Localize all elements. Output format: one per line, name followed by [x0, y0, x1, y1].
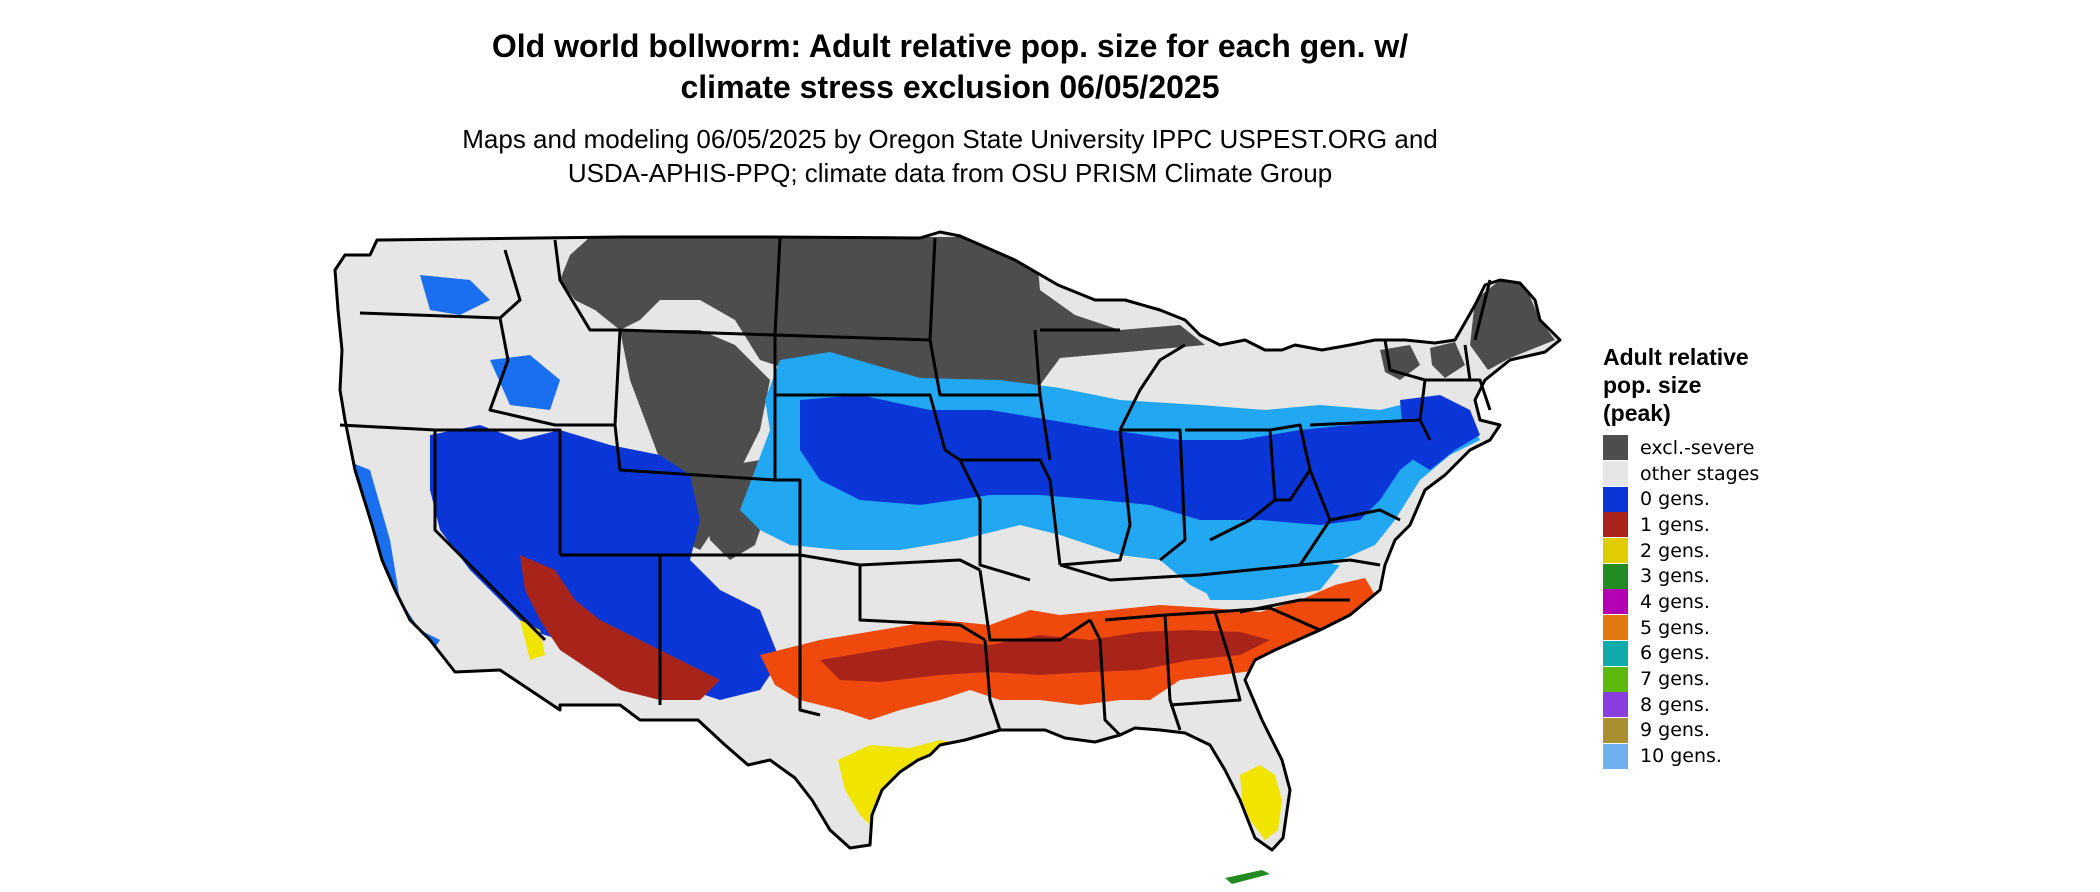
legend-swatch [1603, 486, 1628, 512]
map-title-line-1: Old world bollworm: Adult relative pop. … [491, 28, 1409, 64]
zero-gen-west [430, 425, 780, 700]
legend-item: 9 gens. [1603, 717, 1843, 744]
legend-item: 8 gens. [1603, 692, 1843, 718]
legend-swatch [1603, 640, 1628, 666]
legend-title: Adult relative pop. size (peak) [1603, 343, 1843, 427]
legend-title-line-3: (peak) [1603, 400, 1671, 426]
legend-label: 2 gens. [1640, 539, 1710, 562]
two-gen-arizona [520, 620, 545, 660]
legend-label: 4 gens. [1640, 590, 1710, 613]
zero-gen-west-coast [345, 460, 440, 655]
excluded-region-maine [1470, 280, 1555, 370]
state-boundaries [339, 237, 1492, 737]
legend-swatch [1603, 692, 1628, 718]
legend-label: 5 gens. [1640, 616, 1710, 639]
legend-swatch [1603, 512, 1628, 538]
three-gen-keys [1225, 870, 1270, 884]
legend-item: 4 gens. [1603, 589, 1843, 615]
legend-label: 9 gens. [1640, 719, 1710, 742]
excluded-region-north [560, 237, 1205, 390]
legend-item: 0 gens. [1603, 486, 1843, 512]
legend-item: 6 gens. [1603, 640, 1843, 667]
legend-swatch [1603, 435, 1628, 461]
legend-label: 3 gens. [1640, 565, 1710, 588]
legend-item: 2 gens. [1603, 538, 1843, 564]
one-gen-southwest [520, 555, 720, 700]
one-gen-south-core [820, 630, 1270, 682]
legend-item: 1 gens. [1603, 512, 1843, 538]
map-subtitle: Maps and modeling 06/05/2025 by Oregon S… [380, 122, 1520, 190]
legend-label: excl.-severe [1640, 436, 1755, 459]
legend-swatch [1603, 743, 1628, 769]
legend-swatch [1603, 563, 1628, 589]
legend-label: 0 gens. [1640, 488, 1710, 511]
legend-item: excl.-severe [1603, 435, 1843, 461]
legend-item: 10 gens. [1603, 743, 1843, 769]
excluded-region-vt [1430, 342, 1465, 378]
legend-swatch [1603, 666, 1628, 692]
legend-label: other stages [1640, 462, 1760, 485]
legend-swatch [1603, 461, 1628, 487]
legend-label: 7 gens. [1640, 668, 1710, 691]
legend: Adult relative pop. size (peak) excl.-se… [1603, 343, 1843, 769]
zero-gen-tennessee [1200, 560, 1340, 600]
legend-label: 6 gens. [1640, 642, 1710, 665]
legend-swatch [1603, 589, 1628, 615]
map-subtitle-line-1: Maps and modeling 06/05/2025 by Oregon S… [462, 124, 1438, 154]
legend-title-line-2: pop. size [1603, 372, 1702, 398]
map-subtitle-line-2: USDA-APHIS-PPQ; climate data from OSU PR… [567, 158, 1333, 188]
legend-title-line-1: Adult relative [1603, 344, 1749, 370]
legend-swatch [1603, 538, 1628, 564]
legend-items: excl.-severe other stages 0 gens. 1 gens. 2 … [1603, 435, 1843, 769]
excluded-region-rockies [620, 330, 770, 550]
zero-gen-northwest [420, 275, 490, 315]
legend-label: 10 gens. [1640, 745, 1722, 768]
legend-item: 7 gens. [1603, 666, 1843, 692]
legend-label: 1 gens. [1640, 513, 1710, 536]
legend-label: 8 gens. [1640, 693, 1710, 716]
legend-swatch [1603, 717, 1628, 743]
legend-item: other stages [1603, 461, 1843, 487]
map-fill-layers [335, 232, 1560, 850]
legend-item: 5 gens. [1603, 615, 1843, 641]
map-title-line-2: climate stress exclusion 06/05/2025 [680, 69, 1220, 105]
zero-gen-dark-band [800, 395, 1425, 525]
legend-swatch [1603, 615, 1628, 641]
two-gen-florida [1240, 765, 1282, 840]
legend-item: 3 gens. [1603, 563, 1843, 589]
zero-gen-idaho [490, 355, 560, 410]
us-map [333, 230, 1562, 884]
map-title: Old world bollworm: Adult relative pop. … [440, 26, 1460, 108]
